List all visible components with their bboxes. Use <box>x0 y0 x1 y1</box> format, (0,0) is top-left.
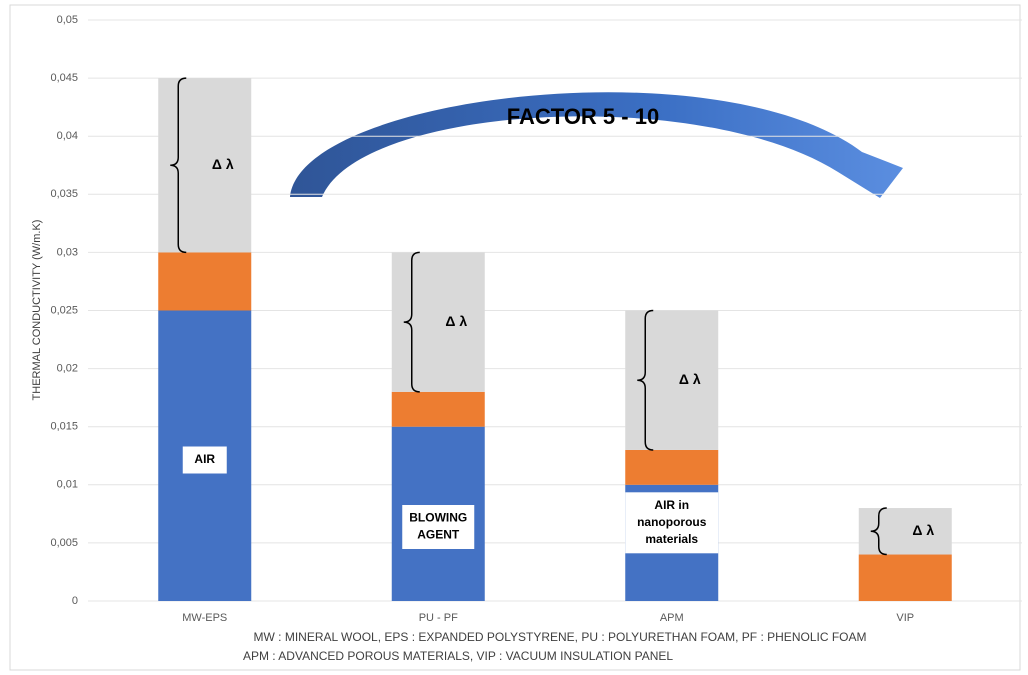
x-tick-label: PU - PF <box>419 612 458 624</box>
y-tick-label: 0,015 <box>50 421 78 433</box>
bar-label: nanoporous <box>637 515 707 529</box>
brace <box>170 77 187 254</box>
arrow-label: FACTOR 5 - 10 <box>507 104 659 129</box>
brace <box>870 507 887 556</box>
bar-segment <box>858 554 952 601</box>
bar-label-box <box>182 446 227 474</box>
delta-label: Δ λ <box>212 156 234 172</box>
y-tick-label: 0,01 <box>57 479 78 491</box>
bar-segment <box>158 252 252 311</box>
brace <box>637 309 654 451</box>
y-tick-label: 0,035 <box>50 188 78 200</box>
bar-label-box <box>625 492 719 554</box>
y-tick-label: 0,005 <box>50 537 78 549</box>
y-tick-label: 0 <box>72 595 78 607</box>
x-tick-label: VIP <box>896 612 914 624</box>
delta-label: Δ λ <box>912 522 934 538</box>
y-tick-label: 0,05 <box>57 14 78 26</box>
footnote: MW : MINERAL WOOL, EPS : EXPANDED POLYST… <box>254 630 867 644</box>
y-tick-label: 0,045 <box>50 72 78 84</box>
bar-segment <box>391 391 485 427</box>
y-tick-label: 0,03 <box>57 246 78 258</box>
footnote: APM : ADVANCED POROUS MATERIALS, VIP : V… <box>243 649 673 663</box>
bar-label: AIR <box>194 452 215 466</box>
bar-label: AIR in <box>654 498 689 512</box>
delta-label: Δ λ <box>679 371 701 387</box>
x-tick-label: MW-EPS <box>182 612 227 624</box>
arrow <box>290 92 903 198</box>
y-tick-label: 0,04 <box>57 130 78 142</box>
y-axis-label: THERMAL CONDUCTIVITY (W/m.K) <box>31 220 43 401</box>
bar-label: BLOWING <box>409 511 467 525</box>
y-tick-label: 0,02 <box>57 363 78 375</box>
bar-label: materials <box>645 532 698 546</box>
bar-label-box <box>402 505 475 549</box>
x-tick-label: APM <box>660 612 684 624</box>
bar-label: AGENT <box>417 528 460 542</box>
chart-border <box>9 4 1021 671</box>
y-tick-label: 0,025 <box>50 304 78 316</box>
bar-segment <box>625 449 719 485</box>
brace <box>403 251 420 393</box>
delta-label: Δ λ <box>445 313 467 329</box>
